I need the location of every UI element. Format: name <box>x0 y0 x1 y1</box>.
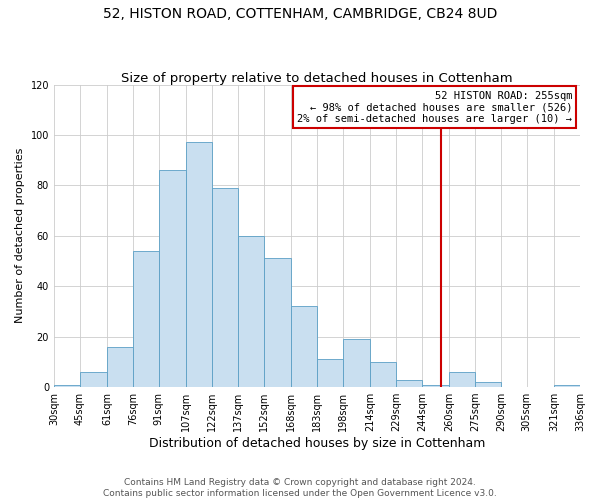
Bar <box>343 339 370 387</box>
Bar <box>107 346 133 387</box>
Bar <box>475 382 501 387</box>
Bar <box>80 372 107 387</box>
Bar <box>263 258 291 387</box>
Text: 52 HISTON ROAD: 255sqm
← 98% of detached houses are smaller (526)
2% of semi-det: 52 HISTON ROAD: 255sqm ← 98% of detached… <box>297 90 572 124</box>
Bar <box>317 360 343 387</box>
Bar <box>238 236 263 387</box>
Bar <box>212 188 238 387</box>
Text: Contains HM Land Registry data © Crown copyright and database right 2024.
Contai: Contains HM Land Registry data © Crown c… <box>103 478 497 498</box>
X-axis label: Distribution of detached houses by size in Cottenham: Distribution of detached houses by size … <box>149 437 485 450</box>
Bar <box>291 306 317 387</box>
Y-axis label: Number of detached properties: Number of detached properties <box>15 148 25 324</box>
Bar <box>159 170 186 387</box>
Bar <box>422 384 449 387</box>
Bar <box>554 384 580 387</box>
Bar <box>186 142 212 387</box>
Bar <box>396 380 422 387</box>
Text: 52, HISTON ROAD, COTTENHAM, CAMBRIDGE, CB24 8UD: 52, HISTON ROAD, COTTENHAM, CAMBRIDGE, C… <box>103 8 497 22</box>
Bar <box>133 251 159 387</box>
Bar <box>54 384 80 387</box>
Bar <box>449 372 475 387</box>
Bar <box>370 362 396 387</box>
Title: Size of property relative to detached houses in Cottenham: Size of property relative to detached ho… <box>121 72 513 85</box>
